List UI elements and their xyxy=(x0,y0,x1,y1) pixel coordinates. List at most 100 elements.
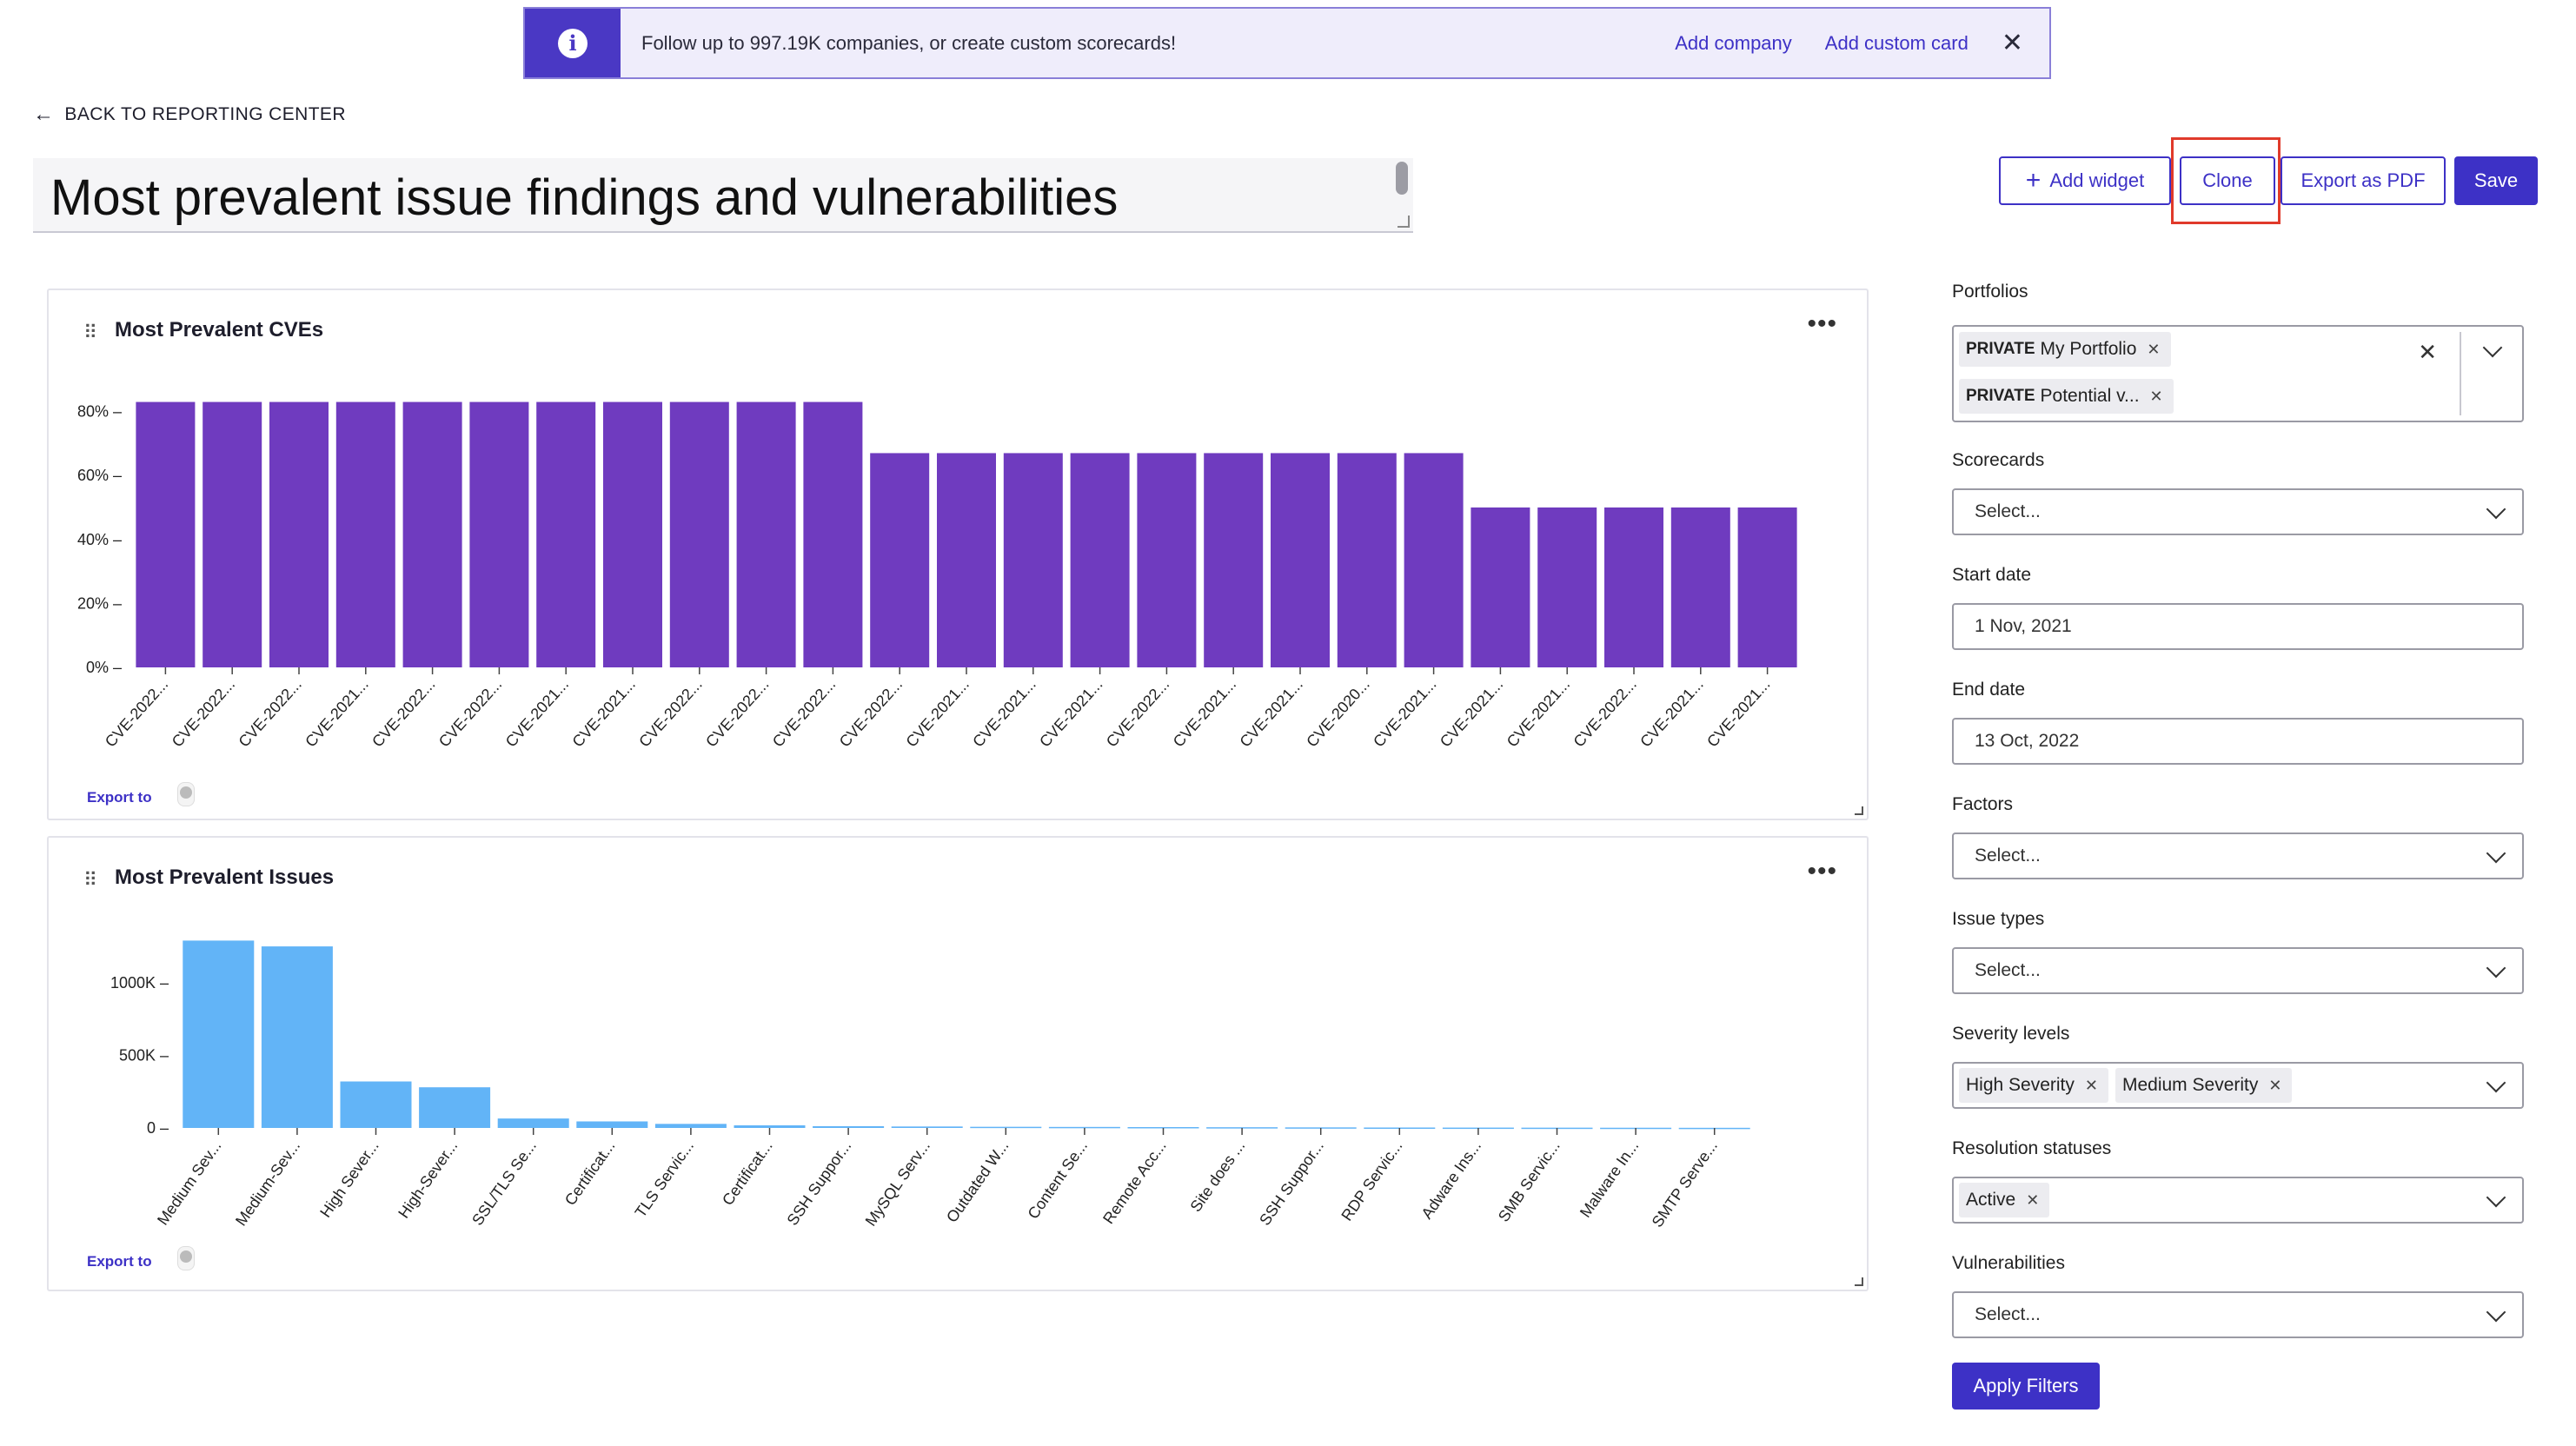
portfolios-select[interactable]: PRIVATE My Portfolio ✕ PRIVATE Potential… xyxy=(1952,325,2524,422)
vulnerabilities-select[interactable]: Select... xyxy=(1952,1291,2524,1338)
add-custom-card-link[interactable]: Add custom card xyxy=(1824,31,1969,54)
chart-bar xyxy=(419,1087,491,1128)
y-tick-label: 80% – xyxy=(77,403,122,421)
plus-icon: + xyxy=(2025,166,2042,195)
remove-chip-icon[interactable]: ✕ xyxy=(2149,387,2163,405)
chart-bar xyxy=(1737,507,1797,667)
clear-all-icon[interactable]: ✕ xyxy=(2418,339,2437,365)
x-tick-label: Content Se... xyxy=(1025,1138,1092,1223)
chart-bar xyxy=(870,453,930,667)
x-tick-label: Certificat... xyxy=(561,1138,619,1209)
x-tick-label: CVE-2021... xyxy=(568,675,638,750)
chevron-down-icon xyxy=(2486,1187,2506,1208)
y-tick-label: 40% – xyxy=(77,531,122,548)
start-date-field[interactable]: 1 Nov, 2021 xyxy=(1952,603,2524,650)
severity-levels-label: Severity levels xyxy=(1952,1024,2070,1044)
x-tick-label: SSH Suppor... xyxy=(1256,1138,1327,1229)
chart-bar xyxy=(970,1126,1042,1129)
export-pdf-button[interactable]: Export as PDF xyxy=(2281,156,2446,205)
remove-chip-icon[interactable]: ✕ xyxy=(2147,340,2161,358)
clone-button[interactable]: Clone xyxy=(2180,156,2275,205)
resize-handle-icon[interactable] xyxy=(1398,216,1410,228)
widget-most-prevalent-issues: ⠿ Most Prevalent Issues ••• 0 – 500K – 100… xyxy=(47,836,1869,1291)
add-company-link[interactable]: Add company xyxy=(1675,31,1792,54)
chart-bar xyxy=(1604,507,1663,667)
chart-bar xyxy=(1070,453,1130,667)
chart-bar xyxy=(891,1126,963,1128)
issue-types-select[interactable]: Select... xyxy=(1952,947,2524,994)
x-tick-label: CVE-2022... xyxy=(1570,675,1639,750)
resolution-statuses-label: Resolution statuses xyxy=(1952,1138,2112,1158)
x-tick-label: CVE-2022... xyxy=(702,675,772,750)
chart-bar xyxy=(183,940,255,1128)
chart-bar xyxy=(536,401,596,667)
y-tick-label: 0 – xyxy=(147,1119,169,1137)
y-tick-label: 60% – xyxy=(77,467,122,484)
x-tick-label: CVE-2021... xyxy=(1170,675,1239,750)
add-widget-button[interactable]: + Add widget xyxy=(1999,156,2171,205)
export-link[interactable]: Export to xyxy=(87,789,152,806)
vulnerabilities-label: Vulnerabilities xyxy=(1952,1253,2065,1273)
banner-message: Follow up to 997.19K companies, or creat… xyxy=(641,31,1177,54)
x-tick-label: CVE-2022... xyxy=(769,675,839,750)
export-toggle[interactable] xyxy=(177,1246,195,1270)
x-tick-label: CVE-2021... xyxy=(1637,675,1706,750)
scorecards-select[interactable]: Select... xyxy=(1952,488,2524,535)
title-scrollbar[interactable] xyxy=(1396,162,1408,195)
severity-chip: High Severity ✕ xyxy=(1959,1068,2108,1103)
x-tick-label: High Sever... xyxy=(316,1138,382,1221)
x-tick-label: SMTP Serve... xyxy=(1649,1138,1721,1230)
report-title-field[interactable]: Most prevalent issue findings and vulner… xyxy=(33,158,1413,233)
x-tick-label: CVE-2022... xyxy=(102,675,171,750)
severity-levels-select[interactable]: High Severity ✕ Medium Severity ✕ xyxy=(1952,1062,2524,1109)
factors-select[interactable]: Select... xyxy=(1952,832,2524,879)
back-to-reporting-center-link[interactable]: ← BACK TO REPORTING CENTER xyxy=(33,103,346,127)
x-tick-label: Malware In... xyxy=(1577,1138,1642,1221)
drag-handle-icon[interactable]: ⠿ xyxy=(83,322,97,343)
y-tick-label: 1000K – xyxy=(110,974,169,992)
x-tick-label: Remote Acc... xyxy=(1099,1138,1170,1227)
chart-bar xyxy=(813,1125,885,1128)
x-tick-label: MySQL Serv... xyxy=(862,1138,933,1230)
export-toggle[interactable] xyxy=(177,782,195,806)
page-title[interactable]: Most prevalent issue findings and vulner… xyxy=(50,169,1119,226)
back-label: BACK TO REPORTING CENTER xyxy=(64,104,346,124)
portfolios-label: Portfolios xyxy=(1952,282,2028,302)
chart-bar xyxy=(576,1121,648,1128)
resolution-statuses-select[interactable]: Active ✕ xyxy=(1952,1177,2524,1224)
close-icon[interactable]: ✕ xyxy=(2001,29,2023,57)
chevron-down-icon[interactable] xyxy=(2482,337,2503,358)
x-tick-label: CVE-2022... xyxy=(435,675,505,750)
x-tick-label: CVE-2021... xyxy=(1236,675,1305,750)
apply-filters-button[interactable]: Apply Filters xyxy=(1952,1363,2100,1410)
scorecards-label: Scorecards xyxy=(1952,450,2045,470)
save-button[interactable]: Save xyxy=(2454,156,2538,205)
x-tick-label: SSH Suppor... xyxy=(784,1138,855,1229)
info-icon: i xyxy=(558,28,588,58)
resize-handle-icon[interactable] xyxy=(1855,1277,1863,1286)
chart-bar xyxy=(202,401,262,667)
drag-handle-icon[interactable]: ⠿ xyxy=(83,869,97,891)
export-link[interactable]: Export to xyxy=(87,1253,152,1270)
x-tick-label: Medium Sev... xyxy=(154,1138,225,1229)
end-date-label: End date xyxy=(1952,680,2026,700)
x-tick-label: CVE-2021... xyxy=(302,675,371,750)
chart-bar xyxy=(1670,507,1730,667)
end-date-field[interactable]: 13 Oct, 2022 xyxy=(1952,718,2524,765)
x-tick-label: SSL/TLS Se... xyxy=(468,1138,540,1229)
resize-handle-icon[interactable] xyxy=(1855,806,1863,815)
chart-bar xyxy=(1048,1126,1120,1129)
chart-bar xyxy=(1337,453,1397,667)
remove-chip-icon[interactable]: ✕ xyxy=(2268,1076,2282,1094)
chart-bar xyxy=(1137,453,1197,667)
remove-chip-icon[interactable]: ✕ xyxy=(2084,1076,2098,1094)
clone-highlight-box xyxy=(2171,137,2281,224)
chart-bar xyxy=(1206,1127,1278,1129)
info-banner: i Follow up to 997.19K companies, or cre… xyxy=(523,7,2051,79)
chart-bar xyxy=(497,1118,569,1128)
x-tick-label: Outdated W... xyxy=(943,1138,1012,1226)
chevron-down-icon xyxy=(2486,499,2506,520)
remove-chip-icon[interactable]: ✕ xyxy=(2026,1191,2040,1209)
more-options-icon[interactable]: ••• xyxy=(1807,309,1837,338)
more-options-icon[interactable]: ••• xyxy=(1807,857,1837,886)
